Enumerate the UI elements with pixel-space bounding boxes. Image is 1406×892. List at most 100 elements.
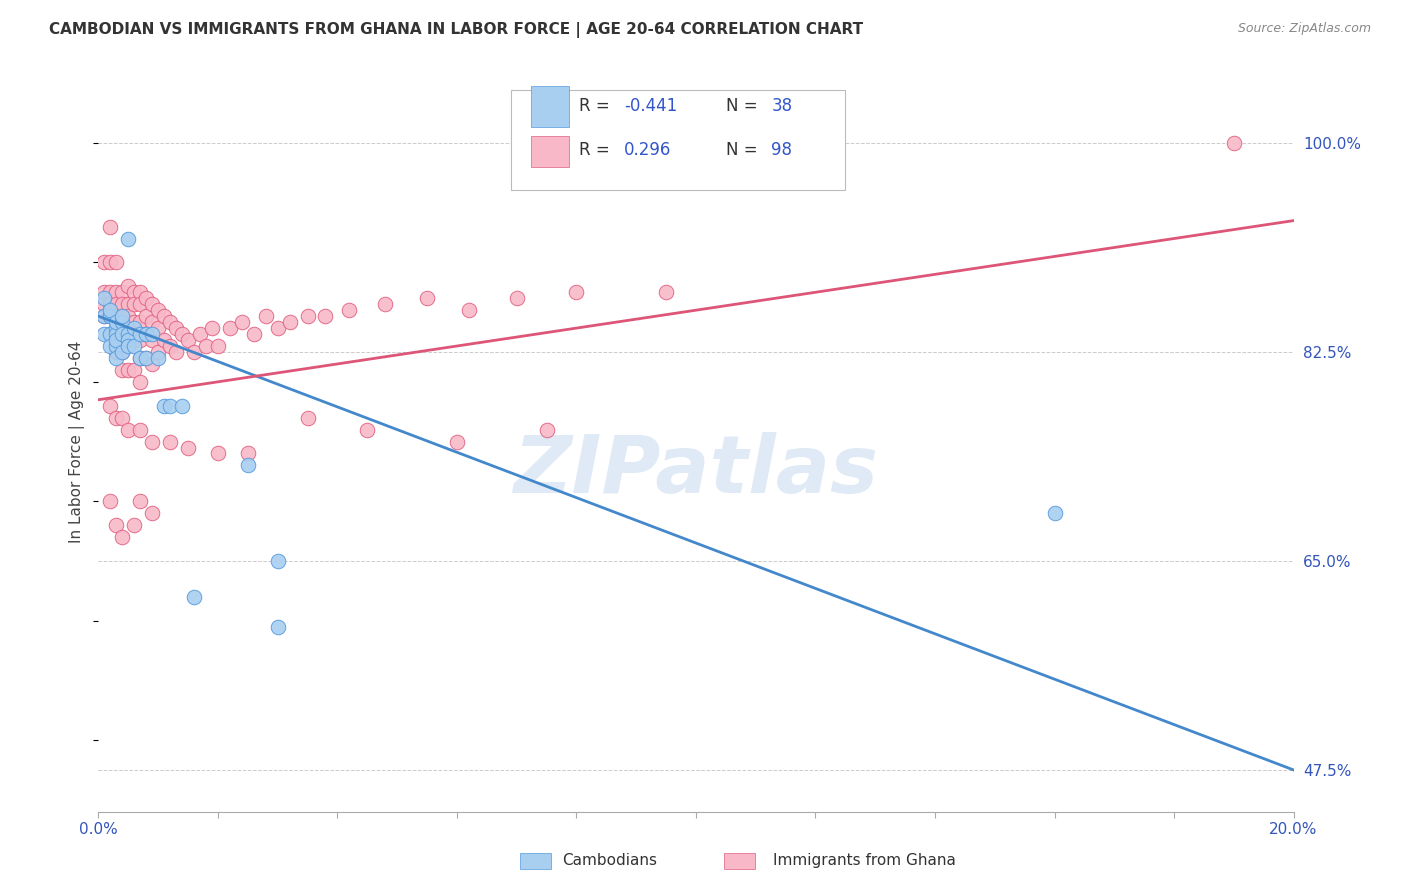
- Point: [111, 309, 134, 323]
- Point: [129, 494, 152, 508]
- Point: [98, 309, 122, 323]
- Point: [93, 255, 115, 269]
- Point: [135, 327, 157, 342]
- Point: [219, 321, 242, 335]
- Point: [117, 297, 139, 311]
- Point: [93, 297, 115, 311]
- Point: [267, 619, 290, 633]
- Point: [374, 297, 396, 311]
- Point: [129, 333, 152, 347]
- Point: [356, 423, 378, 437]
- Point: [177, 333, 200, 347]
- Point: [98, 327, 122, 342]
- Text: R =: R =: [579, 97, 614, 115]
- Point: [111, 327, 134, 342]
- Point: [159, 315, 181, 329]
- Point: [111, 363, 134, 377]
- Point: [1223, 136, 1246, 150]
- Point: [183, 345, 205, 359]
- Point: [105, 255, 128, 269]
- Point: [111, 345, 134, 359]
- Point: [105, 309, 128, 323]
- Point: [117, 231, 139, 245]
- Point: [159, 339, 181, 353]
- Point: [111, 285, 134, 300]
- Point: [98, 399, 122, 413]
- Point: [93, 309, 115, 323]
- Point: [117, 339, 139, 353]
- Point: [243, 327, 266, 342]
- Point: [148, 345, 170, 359]
- Point: [446, 434, 468, 449]
- Point: [105, 285, 128, 300]
- Text: N =: N =: [725, 97, 762, 115]
- Point: [111, 315, 134, 329]
- Point: [105, 321, 128, 335]
- Text: 38: 38: [772, 97, 793, 115]
- Point: [117, 309, 139, 323]
- Point: [105, 333, 128, 347]
- Point: [135, 309, 157, 323]
- FancyBboxPatch shape: [510, 90, 845, 190]
- FancyBboxPatch shape: [531, 87, 569, 127]
- Point: [135, 291, 157, 305]
- Point: [416, 291, 439, 305]
- Point: [153, 333, 176, 347]
- Point: [231, 315, 253, 329]
- Point: [117, 327, 139, 342]
- Point: [98, 219, 122, 234]
- Point: [129, 351, 152, 365]
- Text: Immigrants from Ghana: Immigrants from Ghana: [773, 854, 956, 868]
- Point: [135, 351, 157, 365]
- Point: [297, 309, 319, 323]
- Point: [141, 357, 163, 371]
- Point: [117, 423, 139, 437]
- Point: [98, 327, 122, 342]
- Point: [153, 399, 176, 413]
- Point: [124, 363, 146, 377]
- Point: [183, 590, 205, 604]
- Point: [98, 339, 122, 353]
- Point: [111, 530, 134, 544]
- Point: [93, 291, 115, 305]
- Point: [117, 279, 139, 293]
- Point: [129, 327, 152, 342]
- Point: [111, 345, 134, 359]
- Point: [105, 315, 128, 329]
- Point: [105, 345, 128, 359]
- Point: [236, 458, 259, 473]
- Point: [129, 375, 152, 389]
- Text: Source: ZipAtlas.com: Source: ZipAtlas.com: [1237, 22, 1371, 36]
- Point: [129, 297, 152, 311]
- Point: [565, 285, 588, 300]
- Point: [124, 518, 146, 533]
- Point: [124, 333, 146, 347]
- Point: [135, 351, 157, 365]
- Text: -0.441: -0.441: [624, 97, 678, 115]
- Point: [506, 291, 529, 305]
- Point: [148, 321, 170, 335]
- Point: [141, 315, 163, 329]
- Point: [141, 327, 163, 342]
- Point: [98, 309, 122, 323]
- Point: [339, 303, 361, 318]
- Point: [141, 297, 163, 311]
- Point: [124, 297, 146, 311]
- Point: [195, 339, 218, 353]
- Point: [129, 351, 152, 365]
- Point: [207, 339, 229, 353]
- Text: Cambodians: Cambodians: [562, 854, 658, 868]
- Point: [124, 339, 146, 353]
- Point: [177, 441, 200, 455]
- Point: [135, 327, 157, 342]
- Point: [98, 303, 122, 318]
- Point: [105, 351, 128, 365]
- Point: [129, 423, 152, 437]
- Point: [117, 333, 139, 347]
- Point: [105, 339, 128, 353]
- Point: [93, 309, 115, 323]
- Point: [236, 446, 259, 460]
- Point: [159, 399, 181, 413]
- Point: [111, 297, 134, 311]
- Point: [129, 285, 152, 300]
